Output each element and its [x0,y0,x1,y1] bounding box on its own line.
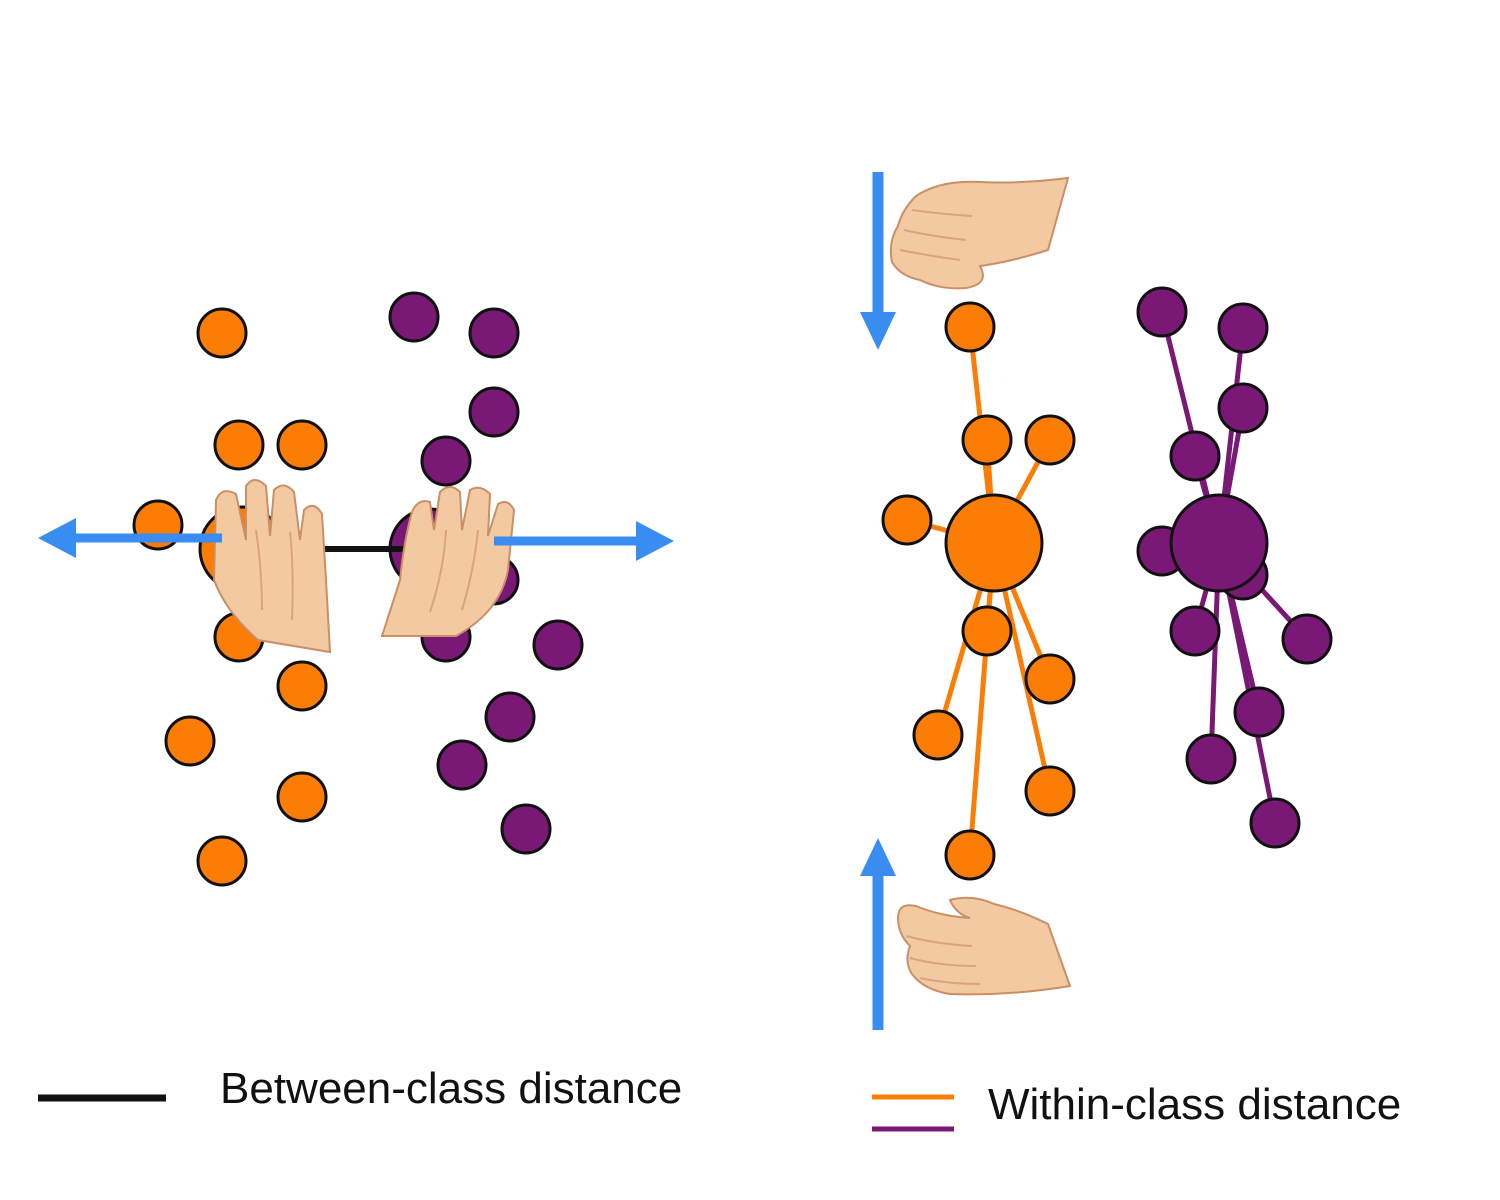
orange-point [881,494,933,546]
purple-class-points [388,291,584,855]
arrow-right-icon [494,521,674,561]
orange-point [196,835,248,887]
legend [38,1094,954,1132]
purple-point [1217,382,1269,434]
purple-point [420,435,472,487]
orange-point [1024,653,1076,705]
hand-icon [212,479,332,654]
purple-point [1249,797,1301,849]
purple-point [532,619,584,671]
orange-point [196,307,248,359]
left-panel [38,291,674,887]
purple-point [1185,733,1237,785]
hand-icon [380,486,516,637]
purple-point [1233,686,1285,738]
purple-centroid [1169,493,1269,593]
within-class-legend-label: Within-class distance [988,1080,1402,1129]
orange-point [961,605,1013,657]
orange-point [213,419,265,471]
purple-point [1136,286,1188,338]
orange-point [164,715,216,767]
orange-point [276,771,328,823]
orange-point [944,301,996,353]
orange-point [944,829,996,881]
purple-point [500,803,552,855]
arrow-left-icon [38,518,222,558]
hand-icon [896,896,1072,996]
right-panel [860,172,1333,1030]
purple-point [1169,430,1221,482]
purple-point [388,291,440,343]
purple-point [468,386,520,438]
orange-within-lines [906,326,1053,856]
orange-point [912,709,964,761]
arrow-up-icon [860,838,896,1030]
arrow-down-icon [860,172,896,350]
purple-point [1217,302,1269,354]
orange-class-points-compact [881,301,1076,881]
orange-point [276,660,328,712]
orange-centroid [944,493,1044,593]
orange-point [1024,414,1076,466]
purple-point [468,307,520,359]
purple-point [484,691,536,743]
purple-point [1281,613,1333,665]
between-class-legend-label: Between-class distance [220,1064,683,1113]
purple-point [1169,605,1221,657]
orange-point [276,419,328,471]
hand-icon [889,176,1070,290]
orange-point [961,414,1013,466]
purple-point [436,739,488,791]
orange-point [1024,765,1076,817]
